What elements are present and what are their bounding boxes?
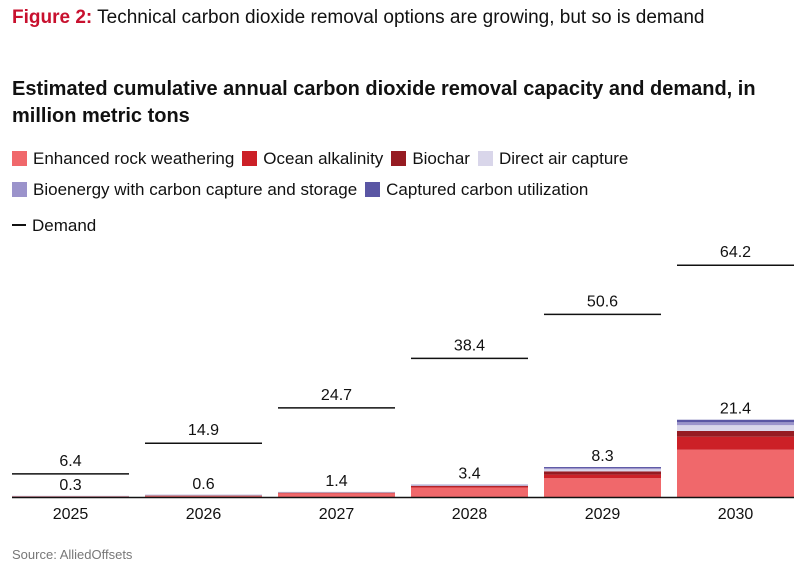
bar-segment xyxy=(677,425,794,431)
legend-swatch xyxy=(365,182,381,197)
bar-segment xyxy=(278,493,395,497)
x-tick-label: 2025 xyxy=(53,506,89,523)
x-tick-label: 2028 xyxy=(452,506,488,523)
legend-label: Ocean alkalinity xyxy=(263,149,384,168)
legend-swatch xyxy=(391,151,407,166)
bar-segment xyxy=(677,430,794,437)
legend-item: Enhanced rock weathering xyxy=(12,144,234,173)
total-label: 8.3 xyxy=(591,448,613,465)
bar-segment xyxy=(544,469,661,472)
x-tick-label: 2026 xyxy=(186,506,222,523)
legend-item: Ocean alkalinity xyxy=(242,144,383,173)
bar-segment xyxy=(677,436,794,450)
legend-item: Bioenergy with carbon capture and storag… xyxy=(12,175,357,204)
chart-title: Estimated cumulative annual carbon dioxi… xyxy=(12,78,756,127)
figure-label: Figure 2: xyxy=(12,7,93,28)
bar-segment xyxy=(677,419,794,423)
legend-item: Direct air capture xyxy=(477,144,629,173)
x-tick-label: 2027 xyxy=(319,506,355,523)
bar-segment xyxy=(411,486,528,488)
legend-swatch xyxy=(477,151,493,166)
legend: Enhanced rock weathering Ocean alkalinity… xyxy=(12,144,802,240)
bar-segment xyxy=(544,474,661,479)
legend-item: Biochar xyxy=(391,144,470,173)
total-label: 0.3 xyxy=(59,477,81,494)
legend-swatch xyxy=(242,151,258,166)
bar-segment xyxy=(411,487,528,497)
total-label: 21.4 xyxy=(720,401,751,418)
bar-segment xyxy=(544,468,661,470)
x-tick-label: 2030 xyxy=(718,506,754,523)
legend-label: Direct air capture xyxy=(498,149,629,168)
bar-segment xyxy=(145,496,262,497)
legend-label: Biochar xyxy=(412,149,470,168)
legend-label: Demand xyxy=(32,215,97,235)
legend-swatch xyxy=(12,182,27,197)
demand-label: 24.7 xyxy=(321,387,352,404)
source-note: Source: AlliedOffsets xyxy=(12,547,133,562)
legend-label: Bioenergy with carbon capture and storag… xyxy=(33,180,358,199)
figure-caption: Figure 2: Technical carbon dioxide remov… xyxy=(12,4,792,31)
bar-segment xyxy=(544,471,661,475)
legend-label: Enhanced rock weathering xyxy=(33,149,235,168)
legend-dash xyxy=(12,224,26,226)
figure-text: Technical carbon dioxide removal options… xyxy=(97,7,705,28)
demand-label: 38.4 xyxy=(454,337,485,354)
bar-segment xyxy=(544,467,661,469)
demand-label: 64.2 xyxy=(720,244,751,261)
total-label: 3.4 xyxy=(458,466,480,483)
bar-segment xyxy=(677,449,794,497)
total-label: 0.6 xyxy=(192,476,214,493)
bar-segment xyxy=(411,485,528,487)
bar-segment xyxy=(544,478,661,497)
demand-label: 14.9 xyxy=(188,422,219,439)
bar-segment xyxy=(677,422,794,426)
demand-label: 6.4 xyxy=(59,453,81,470)
legend-swatch xyxy=(12,151,27,166)
legend-item: Captured carbon utilization xyxy=(365,175,588,204)
demand-label: 50.6 xyxy=(587,293,618,310)
legend-item-demand: Demand xyxy=(12,211,96,240)
x-tick-label: 2029 xyxy=(585,506,621,523)
total-label: 1.4 xyxy=(325,473,347,490)
legend-label: Captured carbon utilization xyxy=(386,180,589,199)
